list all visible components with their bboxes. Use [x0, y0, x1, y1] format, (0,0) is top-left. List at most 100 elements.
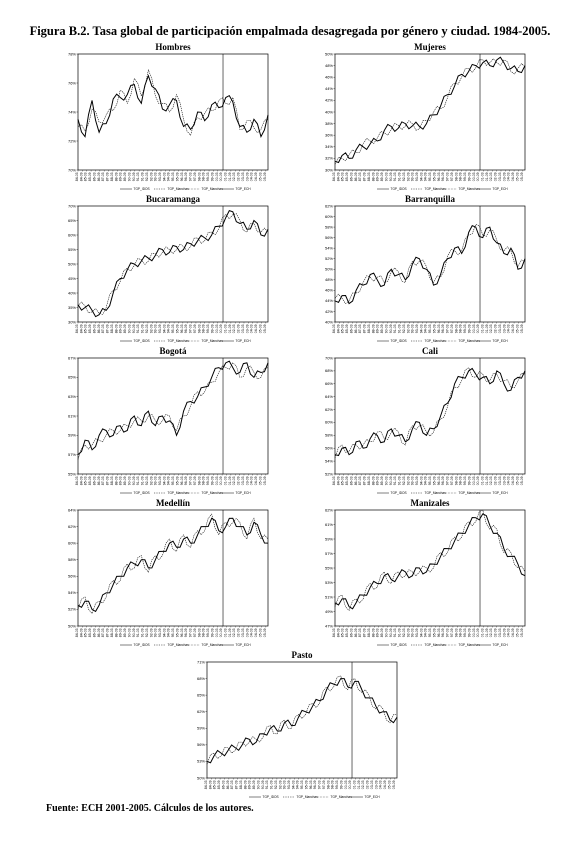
x-tick-label: 04-03 — [507, 476, 511, 485]
y-tick-label: 64% — [68, 507, 76, 512]
x-tick-label: 95-03 — [171, 324, 175, 333]
legend-label: TGP_Manchas — [202, 339, 224, 343]
x-tick-label: 03-03 — [241, 172, 245, 181]
chart-panel-cali: Cali 52% 54% 56% 58% 60% 62% 64% 66% 68% 70% 84-03 8… — [323, 345, 528, 495]
x-tick-label: 93-03 — [154, 324, 158, 333]
x-tick-label: 86-09 — [226, 780, 230, 789]
series-line-2 — [77, 213, 269, 315]
x-tick-label: 97-03 — [189, 172, 193, 181]
y-tick-label: 40% — [325, 109, 333, 114]
x-tick-label: 00-03 — [215, 476, 219, 485]
x-tick-label: 85-03 — [84, 172, 88, 181]
x-tick-label: 05-03 — [515, 172, 519, 181]
x-tick-label: 84-09 — [336, 476, 340, 485]
y-tick-label: 46% — [325, 288, 333, 293]
y-tick-label: 65% — [197, 692, 205, 697]
x-tick-label: 93-03 — [411, 172, 415, 181]
x-tick-label: 90-09 — [132, 172, 136, 181]
x-tick-label: 93-03 — [411, 324, 415, 333]
x-tick-label: 00-03 — [472, 172, 476, 181]
x-tick-label: 04-09 — [254, 324, 258, 333]
y-tick-label: 61% — [325, 522, 333, 527]
x-tick-label: 99-09 — [210, 172, 214, 181]
x-tick-label: 88-09 — [371, 628, 375, 637]
y-tick-label: 56% — [197, 742, 205, 747]
x-tick-label: 87-09 — [363, 172, 367, 181]
x-tick-label: 02-03 — [489, 628, 493, 637]
x-tick-label: 91-03 — [136, 172, 140, 181]
x-tick-label: 04-09 — [511, 628, 515, 637]
x-tick-label: 98-03 — [454, 172, 458, 181]
x-tick-label: 01-09 — [228, 172, 232, 181]
x-tick-label: 98-03 — [454, 476, 458, 485]
x-tick-label: 85-09 — [88, 324, 92, 333]
x-tick-label: 94-09 — [167, 476, 171, 485]
x-tick-label: 89-09 — [123, 324, 127, 333]
x-tick-label: 01-03 — [224, 324, 228, 333]
x-tick-label: 93-03 — [154, 172, 158, 181]
x-tick-label: 03-03 — [498, 324, 502, 333]
x-tick-label: 01-09 — [485, 172, 489, 181]
y-tick-label: 72% — [68, 138, 76, 143]
x-tick-label: 86-09 — [354, 324, 358, 333]
x-tick-label: 96-03 — [180, 476, 184, 485]
x-tick-label: 89-03 — [248, 780, 252, 789]
x-tick-label: 04-09 — [511, 476, 515, 485]
y-tick-label: 50% — [325, 51, 333, 56]
y-tick-label: 71% — [197, 659, 205, 664]
y-tick-label: 46% — [325, 75, 333, 80]
y-tick-label: 62% — [325, 407, 333, 412]
x-tick-label: 95-03 — [428, 324, 432, 333]
x-tick-label: 04-03 — [250, 628, 254, 637]
x-tick-label: 90-09 — [389, 628, 393, 637]
x-tick-label: 98-03 — [197, 476, 201, 485]
x-tick-label: 91-09 — [141, 324, 145, 333]
x-tick-label: 96-03 — [180, 324, 184, 333]
chart-svg: Mujeres 30% 32% 34% 36% 38% 40% 42% 44% 46% 48% 50%… — [325, 42, 526, 191]
x-tick-label: 00-09 — [476, 476, 480, 485]
x-tick-label: 87-09 — [106, 476, 110, 485]
x-tick-label: 90-03 — [256, 780, 260, 789]
x-tick-label: 99-09 — [210, 476, 214, 485]
x-tick-label: 03-09 — [374, 780, 378, 789]
y-tick-label: 76% — [68, 80, 76, 85]
x-tick-label: 99-03 — [463, 476, 467, 485]
x-tick-label: 05-03 — [258, 628, 262, 637]
y-tick-label: 53% — [197, 759, 205, 764]
x-tick-label: 92-03 — [145, 172, 149, 181]
x-tick-label: 87-03 — [230, 780, 234, 789]
x-tick-label: 04-09 — [254, 628, 258, 637]
x-tick-label: 96-03 — [437, 172, 441, 181]
x-tick-label: 89-09 — [123, 476, 127, 485]
x-tick-label: 04-09 — [254, 172, 258, 181]
legend-label: TGP_ECH — [236, 491, 252, 495]
y-tick-label: 64% — [325, 394, 333, 399]
chart-title: Mujeres — [414, 42, 446, 52]
x-tick-label: 03-03 — [370, 780, 374, 789]
x-tick-label: 02-09 — [237, 628, 241, 637]
x-tick-label: 96-09 — [184, 476, 188, 485]
x-tick-label: 96-09 — [441, 324, 445, 333]
x-tick-label: 03-03 — [498, 628, 502, 637]
x-tick-label: 99-09 — [467, 628, 471, 637]
x-tick-label: 98-09 — [202, 172, 206, 181]
y-tick-label: 60% — [325, 214, 333, 219]
series-line-1 — [77, 517, 269, 613]
x-tick-label: 87-03 — [101, 628, 105, 637]
x-tick-label: 04-03 — [379, 780, 383, 789]
legend-label: TGP_IDOS — [134, 339, 150, 343]
x-tick-label: 95-03 — [300, 780, 304, 789]
x-tick-label: 92-03 — [274, 780, 278, 789]
x-tick-label: 04-03 — [250, 172, 254, 181]
x-tick-label: 98-09 — [459, 476, 463, 485]
x-tick-label: 04-03 — [250, 476, 254, 485]
x-tick-label: 94-03 — [162, 476, 166, 485]
x-tick-label: 95-09 — [175, 324, 179, 333]
legend-label: TGP_IDOS — [391, 491, 407, 495]
x-tick-label: 87-03 — [358, 628, 362, 637]
x-tick-label: 96-03 — [437, 476, 441, 485]
y-tick-label: 52% — [325, 471, 333, 476]
x-tick-label: 03-03 — [241, 476, 245, 485]
x-tick-label: 05-03 — [387, 780, 391, 789]
x-tick-label: 99-03 — [206, 324, 210, 333]
